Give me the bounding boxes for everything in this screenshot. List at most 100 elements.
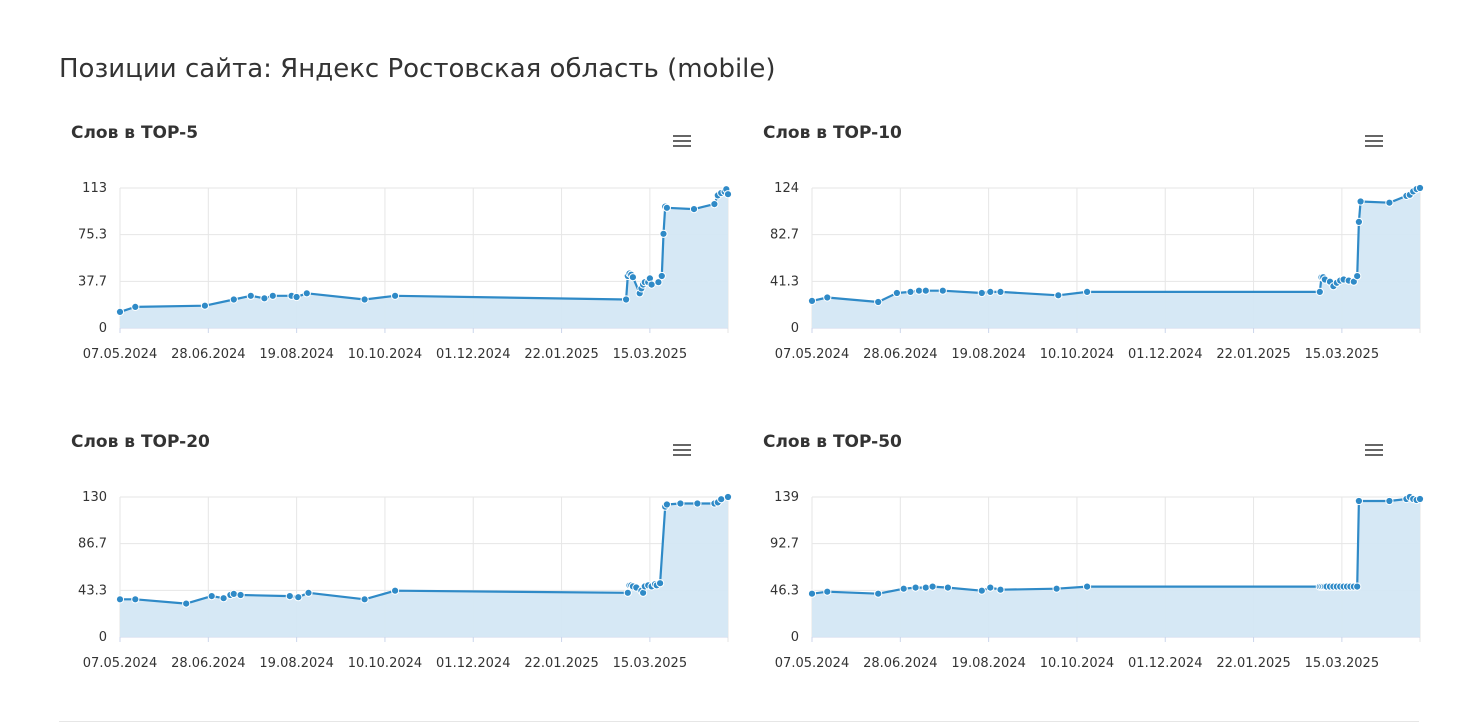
data-point xyxy=(723,492,733,502)
data-point xyxy=(302,289,311,298)
data-point xyxy=(622,295,631,304)
data-point xyxy=(1083,582,1092,591)
data-point xyxy=(723,190,733,199)
chart-menu-button[interactable] xyxy=(671,130,695,152)
data-point xyxy=(921,286,930,295)
x-tick-label: 28.06.2024 xyxy=(171,656,245,671)
data-point xyxy=(659,229,668,238)
data-point xyxy=(219,594,228,603)
series-area xyxy=(812,188,1420,328)
data-point xyxy=(906,287,915,296)
chart-menu-button[interactable] xyxy=(1363,130,1387,152)
y-tick-label: 41.3 xyxy=(770,274,799,289)
data-point xyxy=(229,589,238,598)
data-point xyxy=(874,589,883,598)
data-point xyxy=(1385,496,1394,506)
data-point xyxy=(938,286,947,295)
chart-card-top20: Слов в TOP-20 0 43.3 86.7 130 07.05.2024 28.0… xyxy=(59,429,739,699)
chart-title: Слов в TOP-50 xyxy=(763,432,902,452)
x-tick-label: 22.01.2025 xyxy=(524,656,598,671)
y-tick-label: 82.7 xyxy=(770,228,799,243)
data-point xyxy=(1315,287,1324,296)
data-point xyxy=(294,593,303,602)
data-point xyxy=(662,500,672,509)
data-point xyxy=(717,495,726,504)
chart-menu-button[interactable] xyxy=(671,439,695,461)
x-tick-label: 07.05.2024 xyxy=(775,347,849,362)
data-point xyxy=(1054,291,1063,300)
data-point xyxy=(1354,496,1364,506)
series-area xyxy=(120,189,728,328)
data-point xyxy=(676,499,685,508)
x-tick-label: 01.12.2024 xyxy=(436,347,510,362)
data-point xyxy=(1415,183,1425,193)
data-point xyxy=(268,291,277,300)
data-point xyxy=(928,582,937,591)
x-tick-label: 19.08.2024 xyxy=(951,656,1025,671)
data-point xyxy=(986,287,995,296)
data-point xyxy=(115,595,125,604)
data-point xyxy=(360,295,369,304)
chart-menu-button[interactable] xyxy=(1363,439,1387,461)
series-area xyxy=(812,497,1420,637)
data-point xyxy=(977,288,986,298)
x-tick-label: 15.03.2025 xyxy=(613,347,687,362)
x-tick-label: 10.10.2024 xyxy=(1040,347,1114,362)
data-point xyxy=(921,583,930,592)
data-point xyxy=(710,200,719,209)
data-point xyxy=(654,278,663,287)
x-tick-label: 15.03.2025 xyxy=(613,656,687,671)
data-point xyxy=(689,205,699,214)
chart-plot: 0 37.7 75.3 113 07.05.2024 28.06.2024 19.08.20… xyxy=(78,181,733,362)
x-tick-label: 19.08.2024 xyxy=(951,347,1025,362)
data-point xyxy=(207,592,216,601)
y-tick-label: 0 xyxy=(99,321,107,336)
x-tick-label: 01.12.2024 xyxy=(1128,347,1202,362)
y-tick-label: 86.7 xyxy=(78,537,107,552)
x-tick-label: 01.12.2024 xyxy=(436,656,510,671)
x-tick-label: 07.05.2024 xyxy=(83,347,157,362)
series-line xyxy=(811,495,1421,595)
data-point xyxy=(360,595,369,604)
x-tick-label: 15.03.2025 xyxy=(1305,656,1379,671)
y-tick-label: 113 xyxy=(82,181,107,196)
data-point xyxy=(304,588,313,597)
data-point xyxy=(911,583,920,592)
chart-title: Слов в TOP-5 xyxy=(71,123,199,143)
data-point xyxy=(823,293,832,302)
data-point xyxy=(1356,197,1365,206)
y-tick-label: 75.3 xyxy=(78,228,107,243)
data-point xyxy=(1353,272,1362,281)
data-point xyxy=(246,291,255,300)
x-tick-label: 22.01.2025 xyxy=(1216,656,1290,671)
y-tick-label: 46.3 xyxy=(770,583,799,598)
data-point xyxy=(807,296,817,305)
y-tick-label: 92.7 xyxy=(770,537,799,552)
y-tick-label: 124 xyxy=(774,181,799,196)
data-point xyxy=(823,587,832,596)
chart-title: Слов в TOP-10 xyxy=(763,123,902,143)
data-point xyxy=(1083,287,1092,296)
data-point xyxy=(200,301,209,310)
data-point xyxy=(914,286,924,295)
data-point xyxy=(131,302,140,311)
chart-plot: 0 41.3 82.7 124 07.05.2024 28.06.2024 19.08.20… xyxy=(770,181,1425,362)
data-point xyxy=(236,590,245,600)
x-tick-label: 19.08.2024 xyxy=(259,656,333,671)
data-point xyxy=(662,203,672,212)
chart-plot: 0 43.3 86.7 130 07.05.2024 28.06.2024 19.08.20… xyxy=(78,490,733,671)
chart-card-top5: Слов в TOP-5 0 37.7 75.3 113 07.05.2024 28.06… xyxy=(59,120,739,390)
plot-area: 0 43.3 86.7 130 07.05.2024 28.06.2024 19.08.20… xyxy=(78,490,733,671)
plot-area: 0 46.3 92.7 139 07.05.2024 28.06.2024 19.08.20… xyxy=(770,490,1425,671)
data-point xyxy=(285,592,294,601)
y-tick-label: 0 xyxy=(791,321,799,336)
y-tick-label: 0 xyxy=(99,630,107,645)
data-point xyxy=(943,583,952,592)
data-point xyxy=(892,288,901,298)
plot-area: 0 41.3 82.7 124 07.05.2024 28.06.2024 19.08.20… xyxy=(770,181,1425,362)
data-point xyxy=(115,307,125,316)
x-tick-label: 22.01.2025 xyxy=(524,347,598,362)
data-point xyxy=(656,579,665,588)
data-point xyxy=(1354,217,1364,227)
data-point xyxy=(391,586,400,595)
